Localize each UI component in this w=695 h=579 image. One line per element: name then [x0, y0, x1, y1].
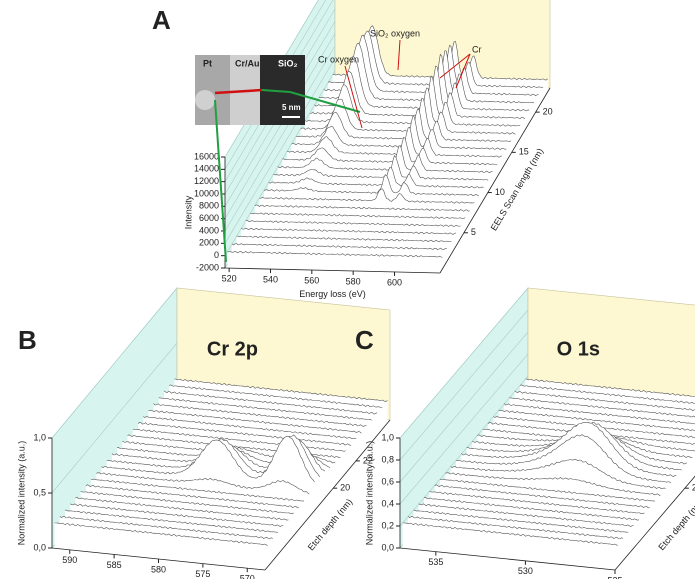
- inset-blob: [195, 90, 215, 110]
- x-tick-label: 570: [240, 574, 255, 579]
- y-tick-label: 8000: [199, 201, 219, 211]
- y-tick-label: 14000: [194, 164, 219, 174]
- panel-label: B: [18, 325, 37, 355]
- y-tick-label: 0,2: [381, 520, 394, 530]
- x-tick-label: 540: [263, 274, 278, 284]
- inset-label: SiO₂: [278, 58, 298, 68]
- z-tick-label: 5: [471, 227, 476, 237]
- y-tick-label: 1,0: [33, 432, 46, 442]
- y-axis-label: Normalized intensity (a.u.): [364, 441, 374, 546]
- y-axis-label: Intensity: [183, 195, 193, 229]
- y-tick-label: 0,8: [381, 454, 394, 464]
- x-tick-label: 520: [222, 273, 237, 283]
- annotation: Cr oxygen: [318, 54, 359, 64]
- axis-line: [225, 268, 440, 273]
- annotation: Cr: [472, 44, 482, 54]
- y-tick-label: 12000: [194, 176, 219, 186]
- inset-label: Cr/Au: [235, 58, 260, 68]
- x-tick-label: 585: [107, 560, 122, 570]
- x-tick-label: 580: [346, 276, 361, 286]
- x-tick-label: 535: [428, 557, 443, 567]
- inset-label: 5 nm: [282, 103, 301, 112]
- y-tick-label: 0: [214, 250, 219, 260]
- y-tick-label: 6000: [199, 213, 219, 223]
- x-axis-label: Energy loss (eV): [299, 289, 366, 299]
- inset-region: [195, 55, 230, 125]
- panel-label: A: [152, 5, 171, 35]
- z-tick-label: 20: [543, 107, 553, 117]
- x-tick-label: 590: [62, 555, 77, 565]
- y-tick-label: 16000: [194, 151, 219, 161]
- panel-label: C: [355, 325, 374, 355]
- x-tick-label: 530: [518, 566, 533, 576]
- z-tick-label: 10: [495, 187, 505, 197]
- y-tick-label: 0,4: [381, 498, 394, 508]
- y-tick-label: 0,0: [381, 542, 394, 552]
- x-tick-label: 580: [151, 564, 166, 574]
- inset-label: Pt: [203, 58, 212, 68]
- y-axis-label: Normalized intensity (a.u.): [16, 441, 26, 546]
- panel-title: O 1s: [557, 338, 600, 360]
- z-tick-label: 15: [519, 147, 529, 157]
- page: {"chart_data": [ {"type": "waterfall", "…: [0, 0, 695, 579]
- y-tick-label: 0,6: [381, 476, 394, 486]
- x-tick-label: 600: [387, 277, 402, 287]
- y-tick-label: 0,0: [33, 542, 46, 552]
- figure: 520540560580600-200002000400060008000100…: [0, 0, 695, 579]
- y-tick-label: -2000: [196, 262, 219, 272]
- y-tick-label: 2000: [199, 238, 219, 248]
- panel-title: Cr 2p: [207, 338, 258, 360]
- y-tick-label: 1,0: [381, 432, 394, 442]
- y-tick-label: 0,5: [33, 487, 46, 497]
- z-tick-label: 20: [340, 483, 350, 493]
- x-tick-label: 525: [607, 575, 622, 579]
- y-tick-label: 4000: [199, 225, 219, 235]
- x-tick-label: 560: [304, 275, 319, 285]
- y-tick-label: 10000: [194, 188, 219, 198]
- annotation: SiO₂ oxygen: [370, 28, 420, 38]
